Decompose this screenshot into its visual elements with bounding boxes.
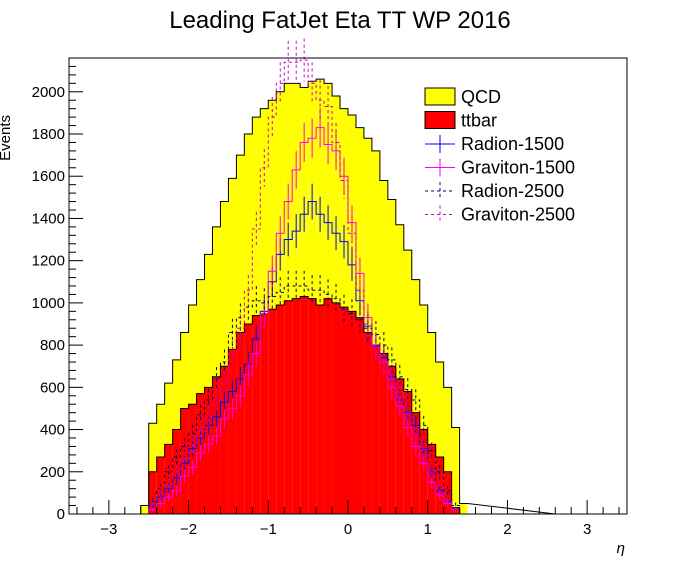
bar-qcd <box>387 199 396 514</box>
bar-ttbar <box>292 298 301 514</box>
x-tick-label: 1 <box>424 521 432 538</box>
y-tick-label: 0 <box>57 506 65 523</box>
line-graviton-2500 <box>140 59 556 515</box>
bar-qcd <box>419 305 428 514</box>
bar-ttbar <box>395 378 404 514</box>
bar-ttbar <box>340 307 348 514</box>
bar-ttbar <box>371 345 380 514</box>
y-axis-title: Events <box>0 115 14 161</box>
bar-ttbar <box>411 412 420 514</box>
bar-qcd <box>403 250 412 514</box>
series-graviton-2500 <box>140 38 556 515</box>
chart-title: Leading FatJet Eta TT WP 2016 <box>169 7 511 34</box>
line-radion-2500 <box>140 285 556 515</box>
legend-entry-graviton-2500: Graviton-2500 <box>425 205 575 225</box>
series-radion-2500 <box>140 270 556 515</box>
bar-ttbar <box>268 309 277 514</box>
y-tick-label: 2000 <box>32 84 65 101</box>
legend-label-graviton-2500: Graviton-2500 <box>461 205 575 225</box>
outline-ttbar <box>140 296 556 515</box>
x-tick-label: −1 <box>260 521 277 538</box>
series-ttbar <box>140 296 556 515</box>
y-tick-label: 400 <box>40 422 65 439</box>
legend: QCD ttbar Radion-1500 Graviton-1500 Radion-2… <box>424 87 575 225</box>
legend-entry-graviton-1500: Graviton-1500 <box>425 158 575 178</box>
bar-qcd <box>148 423 157 514</box>
bar-qcd <box>451 427 460 514</box>
bar-ttbar <box>228 349 237 514</box>
bar-ttbar <box>236 332 245 514</box>
legend-label-graviton-1500: Graviton-1500 <box>461 158 575 178</box>
bar-qcd <box>212 226 221 514</box>
y-tick-label: 600 <box>40 379 65 396</box>
y-tick-label: 1200 <box>32 253 65 270</box>
bar-qcd <box>435 362 444 514</box>
bar-ttbar <box>348 311 356 514</box>
x-tick-label: −3 <box>100 521 117 538</box>
bar-qcd <box>204 254 213 515</box>
bar-ttbar <box>220 366 229 514</box>
bar-ttbar <box>403 391 412 514</box>
bar-qcd <box>140 505 149 514</box>
bar-ttbar <box>332 302 341 514</box>
bar-ttbar <box>300 296 309 514</box>
bar-qcd <box>395 224 404 514</box>
bar-qcd <box>308 81 317 514</box>
bar-ttbar <box>316 305 325 514</box>
y-tick-label: 1800 <box>32 126 65 143</box>
legend-label-ttbar: ttbar <box>461 111 497 131</box>
y-tick-label: 1400 <box>32 210 65 227</box>
bar-ttbar <box>308 298 317 514</box>
legend-label-qcd: QCD <box>461 87 501 107</box>
bar-qcd <box>316 79 325 514</box>
bar-qcd <box>284 83 293 514</box>
legend-swatch-ttbar <box>424 111 456 129</box>
y-tick-label: 800 <box>40 337 65 354</box>
bar-ttbar <box>355 317 364 514</box>
bar-qcd <box>459 503 468 514</box>
bar-ttbar <box>260 313 269 514</box>
legend-entry-radion-1500: Radion-1500 <box>425 134 564 154</box>
bar-ttbar <box>252 315 261 514</box>
legend-entry-radion-2500: Radion-2500 <box>425 181 564 201</box>
line-graviton-1500 <box>140 127 556 515</box>
bar-ttbar <box>419 429 428 514</box>
y-tick-label: 1000 <box>32 295 65 312</box>
y-tick-label: 200 <box>40 464 65 481</box>
bar-ttbar <box>212 376 221 514</box>
bar-ttbar <box>148 471 157 514</box>
axes: −3 −2 −1 0 1 2 3 0 200 400 600 800 1000 1200 1400 1600 1… <box>32 57 628 538</box>
bar-qcd <box>228 178 237 515</box>
x-tick-label: 2 <box>503 521 511 538</box>
x-tick-label: 3 <box>583 521 591 538</box>
bar-qcd <box>427 332 436 514</box>
bar-qcd <box>443 387 452 514</box>
bar-ttbar <box>284 300 293 514</box>
legend-entry-qcd: QCD <box>424 87 501 107</box>
bar-ttbar <box>276 305 285 514</box>
bar-ttbar <box>244 324 253 514</box>
legend-swatch-qcd <box>424 87 456 106</box>
x-tick-label: 0 <box>344 521 352 538</box>
x-tick-label: −2 <box>180 521 197 538</box>
outline-qcd <box>140 78 556 515</box>
y-tick-label: 1600 <box>32 168 65 185</box>
plot-area <box>69 38 627 515</box>
legend-entry-ttbar: ttbar <box>424 111 497 131</box>
bar-ttbar <box>324 298 333 514</box>
bar-ttbar <box>387 366 396 514</box>
legend-label-radion-2500: Radion-2500 <box>461 181 564 201</box>
bar-ttbar <box>188 404 197 514</box>
bar-ttbar <box>363 332 372 514</box>
legend-label-radion-1500: Radion-1500 <box>461 134 564 154</box>
x-axis-title: η <box>617 540 625 557</box>
bar-ttbar <box>379 353 388 514</box>
